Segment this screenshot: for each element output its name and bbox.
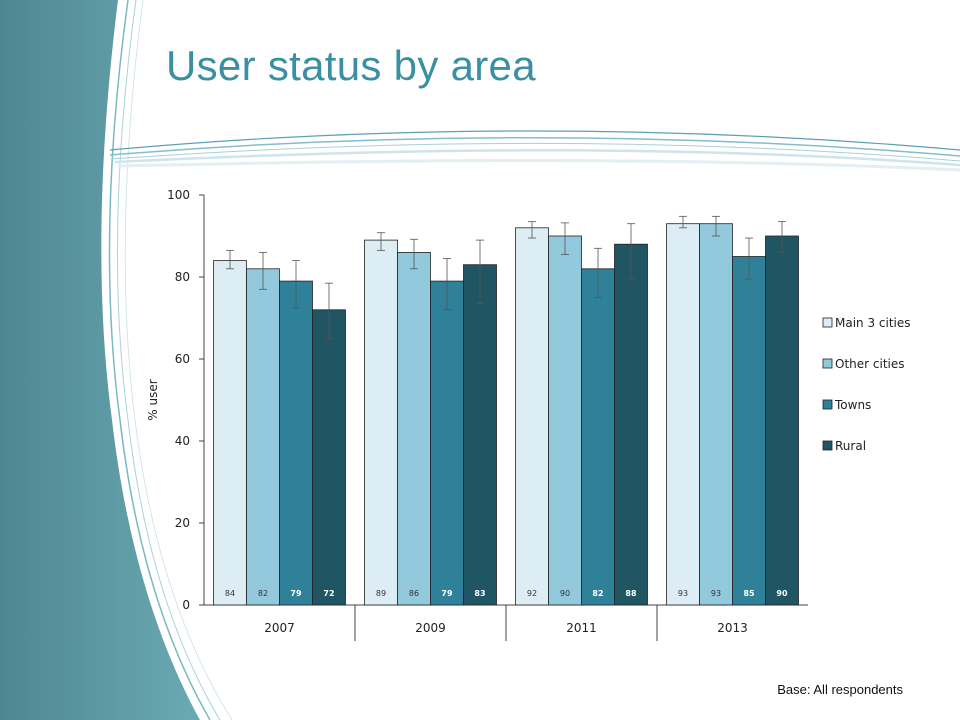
left-band-curve-3 [124,0,233,720]
legend-entry: Main 3 cities [835,316,911,330]
bar [312,309,346,606]
data-label: 88 [625,589,637,598]
data-label: 83 [474,589,485,598]
data-label: 79 [441,589,453,598]
bar [699,223,733,606]
bar [213,260,247,606]
category-label: 2009 [415,621,446,635]
bar [765,235,799,606]
header-swoosh-4 [114,149,960,167]
y-axis-label: % user [146,379,160,420]
bar [430,280,464,606]
data-label: 89 [376,589,386,598]
legend-swatch [822,317,833,328]
legend-entry: Rural [835,439,866,453]
bar [246,268,280,606]
bar [515,227,549,606]
data-label: 82 [258,589,268,598]
chart-axes: 0 20 40 60 80 100 % user 2007 2009 2011 2013 [146,188,808,641]
data-label: 93 [678,589,688,598]
y-tick-label: 0 [182,598,190,612]
bar [614,243,648,606]
legend-entry: Other cities [835,357,905,371]
data-label: 90 [560,589,570,598]
y-tick-label: 20 [175,516,190,530]
legend-swatch [822,358,833,369]
header-swoosh-3 [111,142,960,162]
legend-entry: Towns [834,398,871,412]
bar [548,235,582,606]
category-label: 2007 [264,621,295,635]
y-tick-label: 100 [167,188,190,202]
left-band-curve-2 [117,0,221,720]
bar [463,264,497,606]
bar [364,239,398,606]
data-label: 82 [592,589,603,598]
chart-legend: Main 3 cities Other cities Towns Rural [822,316,911,453]
legend-swatch [822,399,833,410]
y-tick-label: 80 [175,270,190,284]
header-swoosh-2 [109,137,960,157]
bar [397,251,431,606]
data-label: 86 [409,589,419,598]
base-note: Base: All respondents [777,682,903,697]
left-band-shape [0,0,200,720]
data-label: 84 [225,589,235,598]
data-label: 72 [323,589,334,598]
y-tick-label: 40 [175,434,190,448]
data-label: 90 [776,589,788,598]
bar [581,268,615,606]
data-label: 93 [711,589,721,598]
header-swoosh-1 [109,130,960,151]
bar [666,223,700,606]
y-tick-label: 60 [175,352,190,366]
left-band-curve-1 [108,0,211,720]
legend-swatch [822,440,833,451]
bar [279,280,313,606]
data-label: 79 [290,589,302,598]
chart-labels: 84 82 79 72 89 86 79 83 92 90 82 88 93 93 85 90 [225,589,788,598]
category-label: 2011 [566,621,597,635]
header-swoosh-5 [117,159,960,172]
category-label: 2013 [717,621,748,635]
chart-bars [213,215,799,606]
slide-title: User status by area [166,42,536,89]
data-label: 85 [743,589,755,598]
data-label: 92 [527,589,537,598]
bar [732,256,766,606]
